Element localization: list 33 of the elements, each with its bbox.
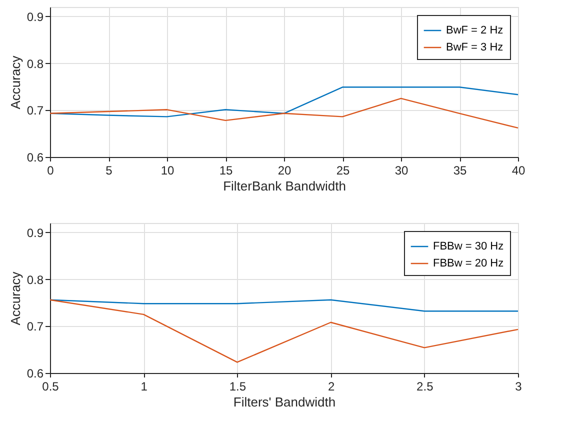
x-tick-label: 35 <box>453 164 467 178</box>
legend-label: BwF = 2 Hz <box>446 24 504 36</box>
y-tick-label: 0.6 <box>26 366 44 380</box>
y-tick-label: 0.7 <box>26 320 44 334</box>
x-tick-label: 1.5 <box>229 380 246 394</box>
y-axis-title: Accuracy <box>8 271 23 326</box>
x-tick-label: 25 <box>336 164 350 178</box>
x-tick-label: 0.5 <box>42 380 60 394</box>
x-tick-label: 3 <box>515 380 522 394</box>
x-tick-label: 2.5 <box>416 380 434 394</box>
y-tick-label: 0.9 <box>26 10 44 24</box>
y-tick-label: 0.6 <box>26 150 44 164</box>
line-series <box>49 299 519 363</box>
y-tick-label: 0.8 <box>26 272 44 287</box>
legend-label: BwF = 3 Hz <box>446 42 504 54</box>
y-tick-label: 0.9 <box>26 226 44 240</box>
x-tick-label: 10 <box>160 164 174 178</box>
x-tick-label: 2 <box>328 380 335 394</box>
x-tick-label: 0 <box>47 164 54 178</box>
y-tick-label: 0.7 <box>26 104 44 118</box>
x-tick-label: 5 <box>106 164 113 178</box>
legend-label: FBBw = 30 Hz <box>433 240 504 252</box>
x-tick-label: 15 <box>219 164 233 178</box>
y-tick-label: 0.8 <box>26 56 44 71</box>
legend-label: FBBw = 20 Hz <box>433 258 504 270</box>
x-axis-title: Filters' Bandwidth <box>233 394 336 410</box>
x-axis-title: FilterBank Bandwidth <box>223 178 346 194</box>
y-axis-title: Accuracy <box>8 55 23 110</box>
x-tick-label: 40 <box>512 164 526 178</box>
x-tick-label: 20 <box>278 164 292 178</box>
line-series <box>49 98 519 129</box>
x-tick-label: 30 <box>394 164 408 178</box>
x-tick-label: 1 <box>140 380 148 394</box>
